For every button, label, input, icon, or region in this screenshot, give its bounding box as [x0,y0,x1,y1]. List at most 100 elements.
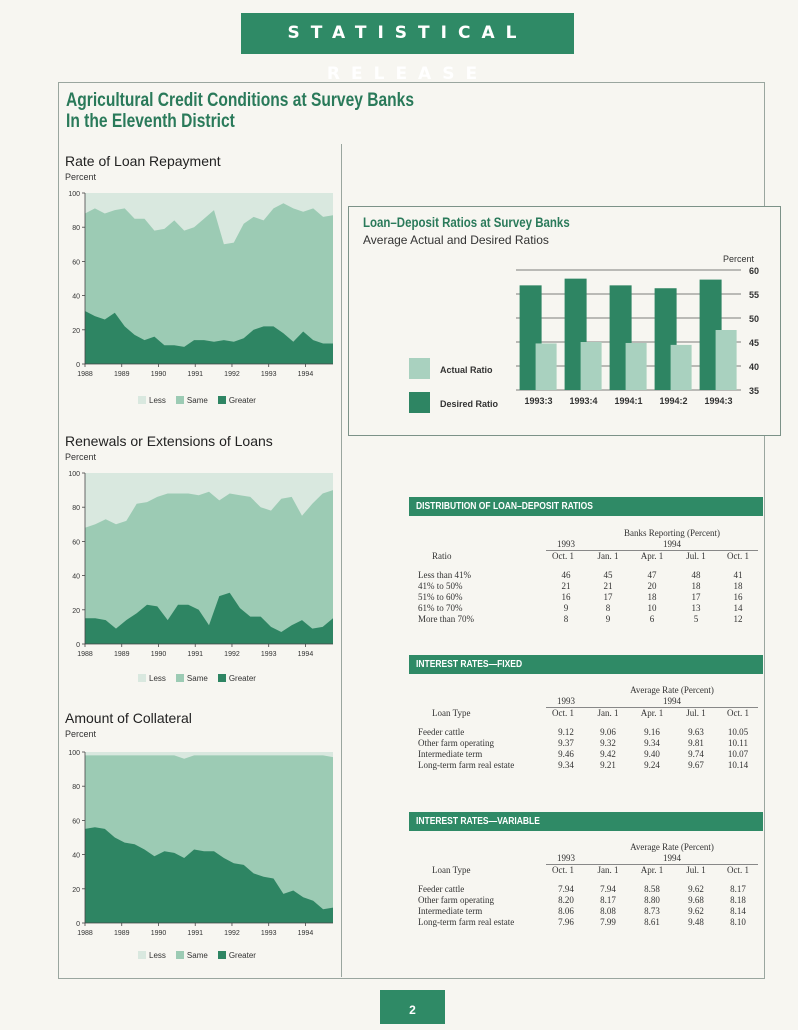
cell-value: 8.73 [644,906,660,916]
cell-value: 9.42 [600,749,616,759]
cell-value: 9.67 [688,760,704,770]
table-variable-rates: Average Rate (Percent) 1993 1994 Loan Type O… [418,842,758,928]
cell-value: 9.40 [644,749,660,759]
cell-value: 10.05 [727,727,749,737]
cell-value: 9.21 [600,760,616,770]
table-row: Intermediate term 8.06 8.08 8.73 9.62 8.14 [418,906,758,917]
cell-value: 9.48 [688,917,704,927]
column-header: Jan. 1 [586,864,630,876]
area-chart-collateral: 0 20 40 60 80 100 1988 1989 1990 1991 1992 1993 1994 [68,750,333,937]
page-title: Agricultural Credit Conditions at Survey… [66,90,414,132]
page-title-line1: Agricultural Credit Conditions at Survey… [66,90,415,111]
cell-value: 20 [647,581,657,591]
cell-value: 9.32 [600,738,616,748]
section-bar-distribution: DISTRIBUTION OF LOAN–DEPOSIT RATIOS [409,497,763,516]
table-row: Long-term farm real estate 9.34 9.21 9.24 9.… [418,760,758,771]
cell-value: 12 [733,614,743,624]
year-1993: 1993 [557,696,575,706]
cell-value: 8.58 [644,884,660,894]
cell-value: 21 [603,581,613,591]
row-label: Feeder cattle [418,727,465,737]
x-tick-label: 1994 [298,930,314,937]
y-tick-label: 40 [72,853,80,860]
cell-value: 47 [647,570,657,580]
x-tick-label: 1992 [224,930,240,937]
column-header: Jul. 1 [674,550,718,562]
cell-value: 8 [605,603,611,613]
x-tick-label: 1994:3 [704,396,732,406]
cell-value: 9 [563,603,569,613]
area-chart-renewals: 0 20 40 60 80 100 1988 1989 1990 1991 1992 1993 1994 [68,471,333,658]
x-tick-label: 1994:2 [659,396,687,406]
cell-value: 9.81 [688,738,704,748]
cell-value: 9.06 [600,727,616,737]
legend-swatch-actual [409,358,430,379]
cell-value: 9.16 [644,727,660,737]
row-label: Long-term farm real estate [418,917,515,927]
cell-value: 10 [647,603,657,613]
cell-value: 7.94 [558,884,574,894]
bar-chart-subtitle: Average Actual and Desired Ratios [363,233,549,247]
cell-value: 9.62 [688,906,704,916]
x-tick-label: 1988 [77,930,93,937]
y-tick-label: 0 [76,921,80,928]
table-row: 51% to 60% 16 17 18 17 16 [418,592,758,603]
y-tick-label: 0 [76,362,80,369]
table-row: Intermediate term 9.46 9.42 9.40 9.74 10.07 [418,749,758,760]
year-1994: 1994 [663,696,681,706]
bar-actual [670,344,692,390]
y-tick-label: 60 [72,259,80,266]
y-tick-label: 80 [72,505,80,512]
bar-actual [625,342,647,390]
cell-value: 10.07 [727,749,749,759]
table-row: More than 70% 8 9 6 5 12 [418,614,758,625]
cell-value: 18 [691,581,701,591]
y-tick-label: 100 [68,750,80,757]
legend-repayment: Less Same Greater [138,396,256,405]
column-header: Jul. 1 [674,707,718,719]
cell-value: 8.06 [558,906,574,916]
cell-value: 8.08 [600,906,616,916]
cell-value: 9.62 [688,884,704,894]
legend-less: Less [138,951,166,960]
row-label: Intermediate term [418,906,483,916]
chart-unit-repayment: Percent [65,172,97,182]
y-tick-label: 60 [72,818,80,825]
row-label: 61% to 70% [418,603,463,613]
column-header: Jan. 1 [586,550,630,562]
column-header: Oct. 1 [718,550,758,562]
legend-swatch-desired [409,392,430,413]
cell-value: 9.12 [558,727,574,737]
cell-value: 9 [605,614,611,624]
cell-value: 41 [733,570,743,580]
legend-greater: Greater [217,951,256,960]
cell-value: 9.74 [688,749,704,759]
y-tick-label: 55 [749,290,759,300]
cell-value: 18 [733,581,743,591]
column-header: Oct. 1 [546,550,586,562]
column-header: Oct. 1 [546,707,586,719]
y-tick-label: 0 [76,642,80,649]
row-label: 51% to 60% [418,592,463,602]
cell-value: 48 [691,570,701,580]
cell-value: 9.34 [644,738,660,748]
legend-same: Same [175,951,208,960]
x-tick-label: 1993 [261,371,277,378]
cell-value: 10.11 [728,738,748,748]
table-row: Feeder cattle 9.12 9.06 9.16 9.63 10.05 [418,727,758,738]
legend-renewals: Less Same Greater [138,674,256,683]
chart-unit-renewals: Percent [65,452,97,462]
cell-value: 21 [561,581,571,591]
table-row: 41% to 50% 21 21 20 18 18 [418,581,758,592]
row-label: Feeder cattle [418,884,465,894]
table-group-label: Average Rate (Percent) [630,685,714,695]
y-axis-unit: Percent [723,254,755,264]
row-header: Ratio [432,550,452,561]
row-label: Other farm operating [418,738,494,748]
table-row: Long-term farm real estate 7.96 7.99 8.61 9.… [418,917,758,928]
year-1993: 1993 [557,853,575,863]
x-tick-label: 1991 [187,930,203,937]
area-series-greater [85,311,333,364]
year-1994: 1994 [663,539,681,549]
page-number: 2 [380,990,445,1024]
